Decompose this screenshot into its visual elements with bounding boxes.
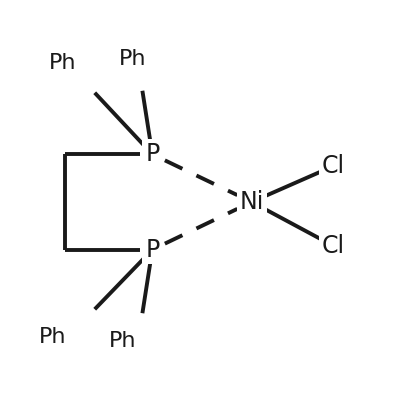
Text: Cl: Cl	[322, 234, 345, 258]
Text: Ph: Ph	[119, 49, 146, 69]
Text: Ph: Ph	[49, 53, 77, 73]
Text: Cl: Cl	[322, 154, 345, 178]
Text: P: P	[145, 238, 160, 262]
Text: P: P	[145, 142, 160, 166]
Text: Ni: Ni	[240, 190, 264, 214]
Text: Ph: Ph	[109, 331, 136, 351]
Text: Ph: Ph	[39, 327, 67, 347]
